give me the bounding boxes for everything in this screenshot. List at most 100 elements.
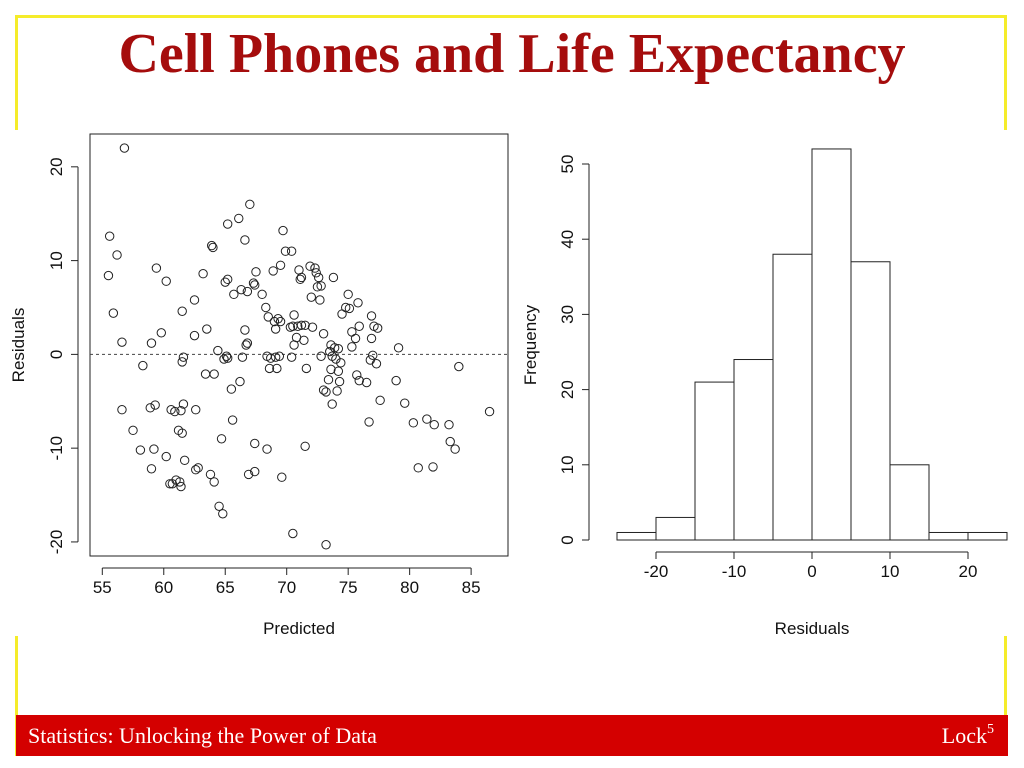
slide-title: Cell Phones and Life Expectancy: [118, 23, 906, 85]
scatter-point: [286, 246, 297, 256]
scatter-point: [272, 363, 282, 374]
scatter-point: [263, 312, 273, 322]
scatter-point: [372, 323, 383, 333]
scatter-point: [268, 266, 278, 276]
scatter-point: [450, 444, 460, 454]
scatter-point: [278, 225, 288, 236]
scatter-point: [408, 418, 419, 428]
scatter-point: [289, 310, 299, 320]
scatter-point: [289, 340, 299, 350]
scatter-point: [241, 340, 251, 350]
scatter-point: [422, 414, 432, 424]
scatter-point: [484, 406, 495, 417]
scatter-point: [108, 308, 119, 318]
scatter-point: [221, 351, 232, 361]
scatter-point: [170, 406, 180, 417]
scatter-x-tick-label: 75: [339, 578, 358, 597]
scatter-point: [261, 302, 271, 313]
scatter-point: [138, 360, 148, 371]
scatter-point: [161, 451, 171, 462]
footer-bar: Statistics: Unlocking the Power of Data …: [16, 715, 1008, 756]
scatter-point: [277, 472, 287, 482]
scatter-point: [177, 306, 187, 316]
scatter-point: [334, 376, 345, 387]
scatter-point: [306, 292, 316, 302]
hist-y-axis-title: Frequency: [521, 304, 540, 385]
scatter-point: [262, 444, 272, 454]
histogram-bar: [850, 261, 891, 541]
hist-x-tick-label: -10: [722, 562, 747, 581]
scatter-point: [145, 403, 155, 413]
scatter-point: [313, 272, 324, 283]
scatter-y-tick-label: 20: [47, 157, 66, 176]
scatter-point: [151, 263, 162, 273]
scatter-point: [235, 376, 245, 387]
residual-scatter-plot: 55 60 65 70 75 80 85 Predicted -20 -10 0 10 20 Residu…: [9, 133, 509, 638]
scatter-point: [400, 398, 410, 408]
scatter-x-tick-label: 55: [93, 578, 112, 597]
hist-y-tick-label: 20: [558, 380, 577, 399]
scatter-point: [312, 282, 323, 292]
scatter-point: [361, 377, 372, 388]
scatter-point: [371, 359, 382, 369]
scatter-point: [220, 277, 230, 287]
scatter-y-axis-title: Residuals: [9, 308, 28, 383]
scatter-point: [264, 363, 275, 374]
scatter-point: [288, 528, 298, 539]
scatter-point: [393, 343, 404, 353]
frame-left-line-top: [15, 15, 18, 130]
scatter-point: [328, 272, 339, 283]
scatter-point: [176, 405, 186, 416]
footer-author: Lock5: [942, 721, 994, 749]
scatter-point: [207, 240, 217, 251]
scatter-point: [250, 280, 260, 290]
scatter-point: [391, 375, 401, 386]
footer-author-superscript: 5: [987, 721, 994, 737]
scatter-plot-box: [89, 133, 509, 557]
scatter-point: [444, 420, 454, 430]
scatter-point: [119, 143, 130, 153]
scatter-point: [454, 361, 464, 372]
scatter-x-tick-label: 65: [216, 578, 235, 597]
scatter-y-tick-label: 0: [47, 350, 66, 359]
scatter-point: [333, 344, 344, 354]
scatter-point: [250, 438, 260, 449]
scatter-point: [336, 358, 346, 368]
scatter-point: [178, 352, 189, 362]
scatter-point: [104, 231, 115, 241]
scatter-point: [368, 350, 378, 361]
scatter-point: [429, 420, 439, 430]
scatter-point: [245, 199, 255, 210]
scatter-point: [237, 352, 248, 362]
scatter-point: [250, 466, 260, 477]
hist-y-tick-label: 10: [558, 455, 577, 474]
scatter-point: [229, 289, 239, 300]
scatter-point: [214, 501, 224, 511]
scatter-point: [179, 455, 190, 466]
scatter-point: [200, 369, 211, 379]
scatter-point: [341, 302, 351, 313]
scatter-point: [300, 320, 310, 331]
scatter-point: [156, 328, 167, 338]
scatter-point: [219, 354, 229, 364]
scatter-point: [209, 477, 219, 487]
scatter-point: [251, 267, 261, 277]
scatter-point: [352, 370, 362, 380]
scatter-point: [202, 324, 212, 334]
scatter-point: [242, 286, 253, 297]
scatter-point: [240, 325, 250, 335]
scatter-point: [316, 281, 326, 291]
scatter-point: [332, 386, 342, 396]
scatter-point: [213, 345, 223, 356]
scatter-point: [146, 338, 157, 348]
histogram-bar: [655, 516, 696, 541]
scatter-point: [135, 445, 146, 455]
scatter-point: [318, 329, 329, 339]
scatter-point: [257, 289, 267, 300]
scatter-point: [222, 353, 233, 363]
scatter-point: [285, 322, 296, 332]
hist-x-tick-label: 0: [807, 562, 816, 581]
scatter-point: [248, 278, 259, 288]
frame-top-line: [15, 15, 1007, 18]
scatter-point: [112, 250, 122, 260]
